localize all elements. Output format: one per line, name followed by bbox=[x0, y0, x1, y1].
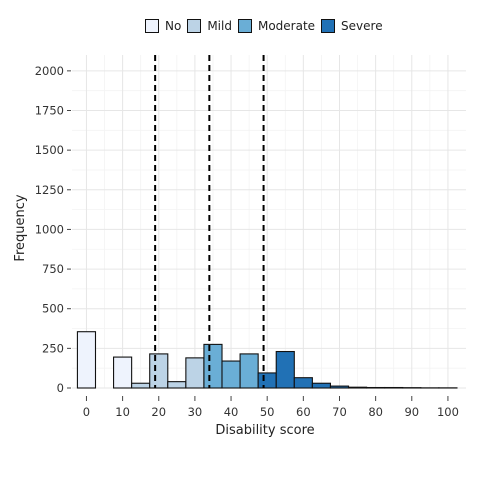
x-tick-label: 80 bbox=[368, 405, 383, 419]
x-tick-label: 70 bbox=[332, 405, 347, 419]
x-tick-label: 20 bbox=[151, 405, 166, 419]
x-tick-label: 10 bbox=[115, 405, 130, 419]
legend-label-moderate: Moderate bbox=[257, 19, 316, 33]
x-tick-label: 60 bbox=[296, 405, 311, 419]
legend-item-mild: Mild bbox=[187, 19, 232, 33]
x-tick-label: 40 bbox=[224, 405, 239, 419]
histogram-bar bbox=[347, 386, 368, 389]
legend-item-no: No bbox=[145, 19, 181, 33]
x-tick-label: 90 bbox=[404, 405, 419, 419]
legend-item-moderate: Moderate bbox=[237, 19, 316, 33]
y-tick-label: 1750 bbox=[35, 104, 64, 118]
y-tick-label: 250 bbox=[42, 341, 64, 355]
y-axis-title: Frequency bbox=[13, 194, 28, 261]
cutoff-lines bbox=[154, 55, 265, 388]
histogram-bar bbox=[293, 377, 313, 389]
y-tick-label: 0 bbox=[57, 381, 64, 395]
y-tick-label: 500 bbox=[42, 302, 64, 316]
histogram-bar bbox=[113, 356, 133, 389]
legend: No Mild Moderate Severe bbox=[145, 19, 389, 33]
legend-label-no: No bbox=[165, 19, 182, 33]
x-tick-label: 100 bbox=[437, 405, 459, 419]
y-tick-label: 750 bbox=[42, 262, 64, 276]
grid-lines bbox=[72, 55, 466, 389]
y-tick-label: 1250 bbox=[35, 183, 64, 197]
histogram-bar bbox=[275, 350, 295, 389]
legend-swatch-no bbox=[145, 19, 159, 33]
histogram-bar bbox=[167, 381, 187, 389]
histogram-bar bbox=[329, 385, 350, 389]
legend-swatch-moderate bbox=[237, 19, 252, 33]
legend-label-mild: Mild bbox=[207, 19, 232, 33]
y-tick-label: 1500 bbox=[35, 143, 64, 157]
histogram-bar bbox=[149, 353, 169, 389]
x-axis-ticks: 0 10 20 30 40 50 60 70 80 90 100 bbox=[83, 396, 459, 419]
x-tick-label: 0 bbox=[83, 405, 90, 419]
y-tick-label: 2000 bbox=[35, 64, 64, 78]
x-tick-label: 30 bbox=[188, 405, 203, 419]
y-tick-label: 1000 bbox=[35, 222, 64, 236]
legend-swatch-mild bbox=[187, 19, 202, 33]
legend-item-severe: Severe bbox=[321, 19, 383, 33]
histogram-bar bbox=[239, 353, 259, 389]
histogram-bar bbox=[257, 372, 277, 389]
legend-label-severe: Severe bbox=[341, 19, 383, 33]
histogram-bar bbox=[221, 360, 241, 389]
y-axis-ticks: 0 250 500 750 1000 1250 1500 1750 2000 bbox=[35, 64, 71, 395]
histogram-bar bbox=[76, 331, 97, 389]
x-tick-label: 50 bbox=[260, 405, 275, 419]
x-axis-title: Disability score bbox=[215, 423, 314, 438]
histogram-bar bbox=[311, 382, 331, 389]
histogram-bar bbox=[131, 382, 151, 389]
histogram-bar bbox=[203, 343, 223, 389]
legend-swatch-severe bbox=[321, 19, 336, 33]
histogram-bar bbox=[185, 357, 205, 389]
